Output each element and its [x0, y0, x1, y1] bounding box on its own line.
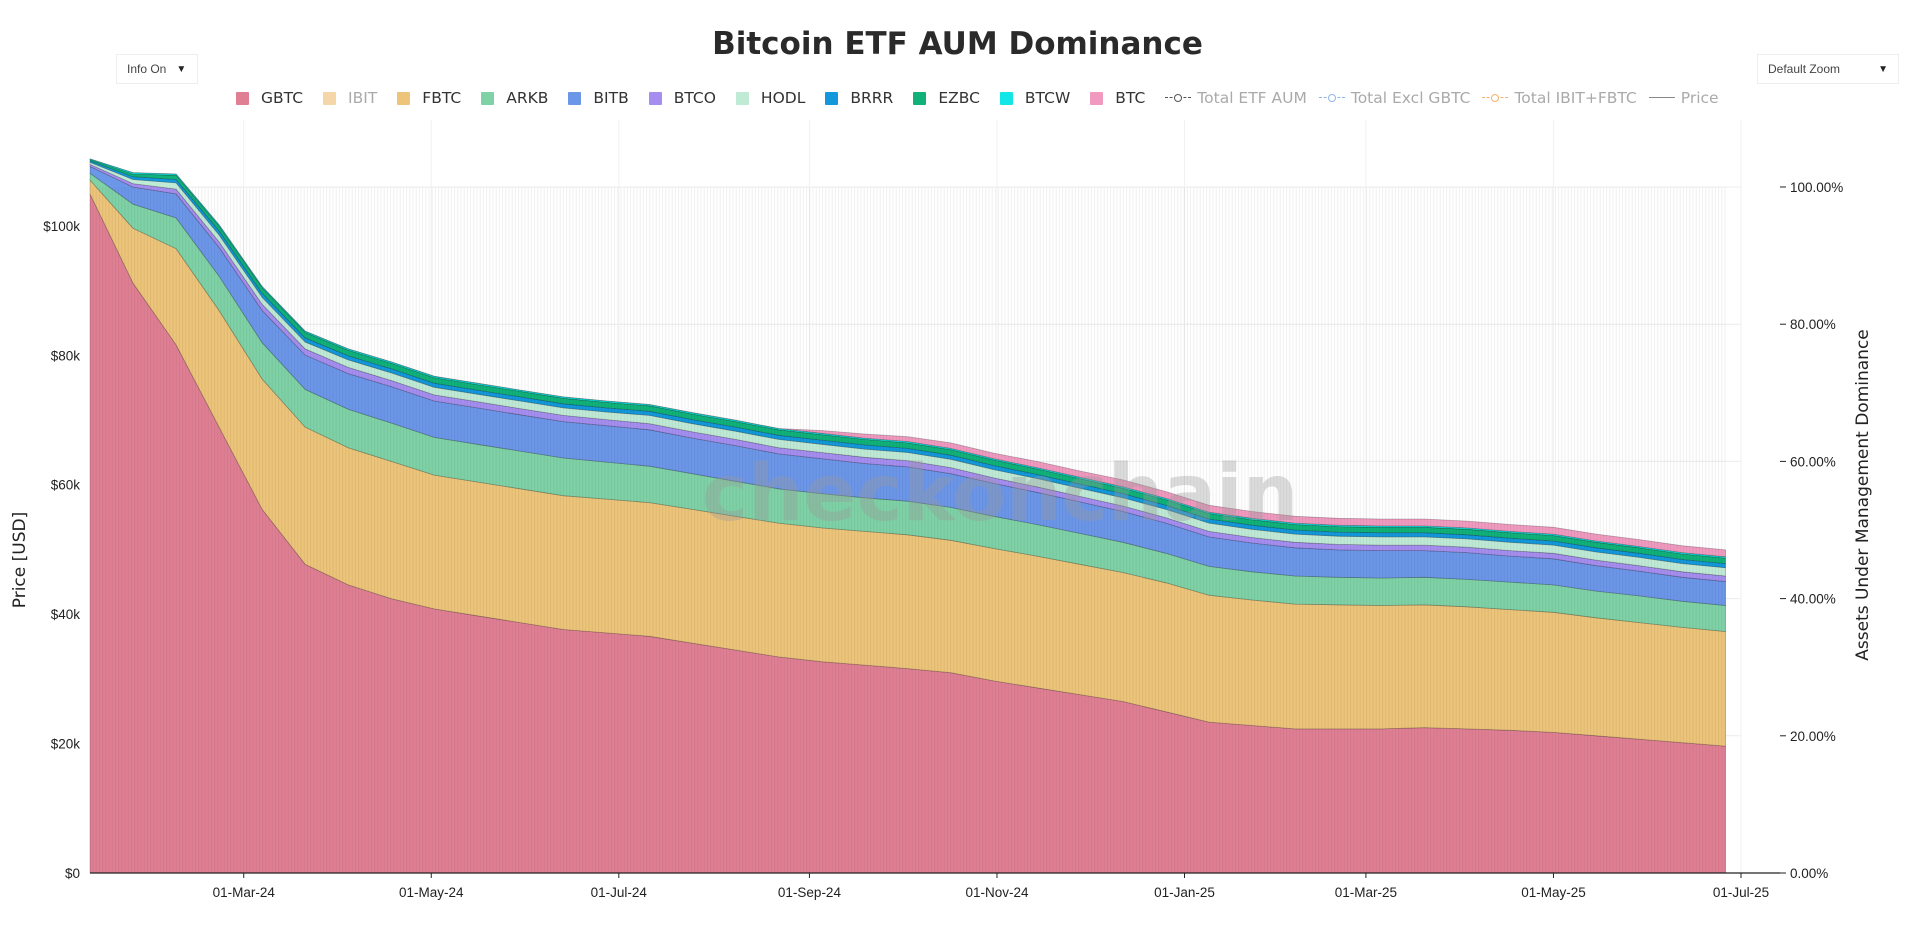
legend-item-price[interactable]: Price [1648, 89, 1719, 107]
legend-label: EZBC [938, 89, 980, 107]
legend-item-btcw[interactable]: BTCW [999, 89, 1071, 107]
legend-swatch-icon [397, 91, 411, 105]
stacked-areas [89, 158, 1726, 874]
legend-label: BTCO [673, 89, 716, 107]
chart-legend: GBTC IBIT FBTC ARKB BITB BTCO HODL BRRR EZBC BTCW… [236, 87, 1731, 109]
info-toggle-label: Info On [127, 62, 167, 76]
legend-label: BTC [1115, 89, 1146, 107]
y-right-tick-label: 80.00% [1790, 317, 1836, 332]
x-tick-label: 01-May-25 [1521, 885, 1586, 900]
y-left-tick-label: $40k [51, 607, 81, 622]
y-right-tick-label: 100.00% [1790, 180, 1843, 195]
watermark: checkonchain [702, 449, 1298, 539]
y-left-tick-label: $20k [51, 737, 81, 752]
legend-item-btco[interactable]: BTCO [648, 89, 716, 107]
legend-swatch-icon [735, 91, 749, 105]
legend-label: GBTC [261, 89, 304, 107]
y-right-tick-label: 60.00% [1790, 454, 1836, 469]
legend-label: BRRR [850, 89, 894, 107]
legend-line-icon [1648, 93, 1675, 103]
x-tick-label: 01-Jul-24 [591, 885, 648, 900]
x-tick-label: 01-May-24 [399, 885, 464, 900]
y-left-tick-label: $80k [51, 348, 81, 363]
x-tick-label: 01-Sep-24 [778, 885, 842, 900]
legend-label: Total Excl GBTC [1350, 89, 1471, 107]
legend-label: BITB [593, 89, 629, 107]
x-tick-label: 01-Mar-24 [213, 885, 276, 900]
legend-label: BTCW [1024, 89, 1071, 107]
chevron-down-icon: ▼ [176, 63, 187, 75]
zoom-dropdown[interactable]: Default Zoom ▼ [1757, 54, 1899, 84]
hatch-lines [92, 187, 1726, 873]
y-left-tick-label: $60k [51, 478, 81, 493]
legend-swatch-icon [648, 91, 662, 105]
legend-label: Total ETF AUM [1197, 89, 1307, 107]
legend-label: Price [1680, 89, 1719, 107]
legend-label: ARKB [506, 89, 549, 107]
legend-label: Total IBIT+FBTC [1514, 89, 1637, 107]
legend-item-total-excl-gbtc[interactable]: Total Excl GBTC [1318, 89, 1471, 107]
y-right-tick-label: 20.00% [1790, 729, 1836, 744]
legend-swatch-icon [913, 91, 927, 105]
x-tick-label: 01-Jan-25 [1154, 885, 1215, 900]
legend-line-icon [1165, 93, 1192, 103]
x-axis: 01-Mar-24 01-May-24 01-Jul-24 01-Sep-24 01-N… [213, 873, 1769, 900]
legend-label: FBTC [422, 89, 462, 107]
legend-swatch-icon [236, 91, 249, 105]
area-series-btc [89, 158, 1726, 558]
y-axis-left: $0 $20k $40k $60k $80k $100k Price [USD] [10, 219, 80, 881]
y-axis-right: 0.00% 20.00% 40.00% 60.00% 80.00% 100.00% Asse… [1780, 180, 1873, 881]
bar-texture [92, 187, 1726, 873]
y-right-axis-title: Assets Under Management Dominance [1853, 329, 1873, 661]
y-left-tick-label: $0 [65, 866, 80, 881]
legend-item-ezbc[interactable]: EZBC [913, 89, 980, 107]
legend-swatch-icon [1090, 91, 1104, 105]
legend-item-fbtc[interactable]: FBTC [397, 89, 461, 107]
legend-item-brrr[interactable]: BRRR [825, 89, 893, 107]
x-tick-label: 01-Nov-24 [965, 885, 1029, 900]
legend-item-total-ibit-fbtc[interactable]: Total IBIT+FBTC [1482, 89, 1637, 107]
legend-item-hodl[interactable]: HODL [735, 89, 806, 107]
legend-label: IBIT [348, 89, 378, 107]
legend-item-btc[interactable]: BTC [1090, 89, 1145, 107]
legend-item-arkb[interactable]: ARKB [481, 89, 548, 107]
chevron-down-icon: ▼ [1878, 63, 1888, 75]
y-left-axis-title: Price [USD] [10, 512, 30, 608]
legend-line-icon [1318, 93, 1345, 103]
legend-swatch-icon [481, 91, 495, 105]
legend-line-icon [1482, 93, 1509, 103]
legend-swatch-icon [568, 91, 582, 105]
zoom-label: Default Zoom [1768, 62, 1841, 76]
legend-swatch-icon [999, 91, 1013, 105]
info-toggle-dropdown[interactable]: Info On ▼ [116, 54, 198, 84]
legend-label: HODL [760, 89, 806, 107]
x-tick-label: 01-Jul-25 [1713, 885, 1769, 900]
y-left-tick-label: $100k [43, 219, 80, 234]
area-series-btcw [89, 158, 1726, 559]
legend-item-total-etf-aum[interactable]: Total ETF AUM [1165, 89, 1307, 107]
legend-swatch-icon [825, 91, 839, 105]
legend-swatch-icon [323, 91, 337, 105]
legend-item-gbtc[interactable]: GBTC [236, 89, 303, 107]
legend-item-ibit[interactable]: IBIT [323, 89, 377, 107]
y-right-tick-label: 0.00% [1790, 866, 1828, 881]
x-tick-label: 01-Mar-25 [1335, 885, 1397, 900]
y-right-tick-label: 40.00% [1790, 592, 1836, 607]
legend-item-bitb[interactable]: BITB [568, 89, 629, 107]
chart-title: Bitcoin ETF AUM Dominance [712, 26, 1203, 62]
